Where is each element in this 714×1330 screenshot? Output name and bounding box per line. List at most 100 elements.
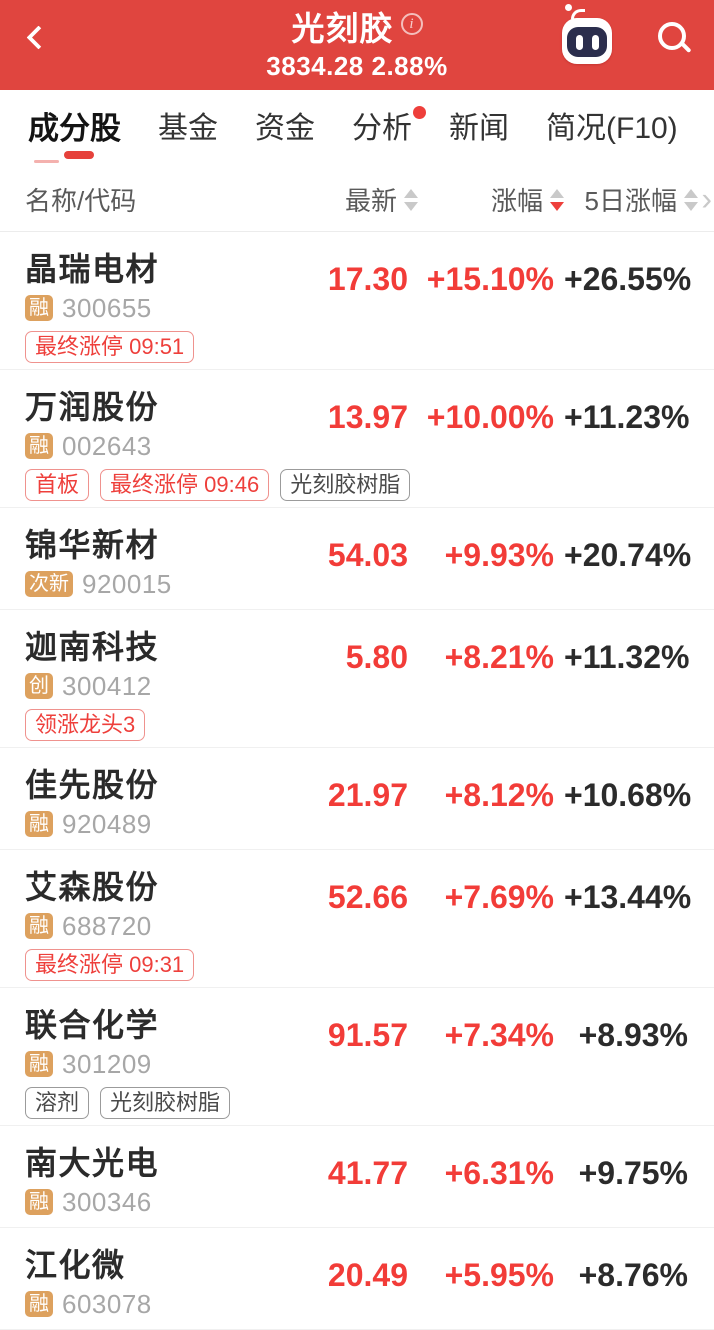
change-value: +8.12% — [444, 777, 554, 813]
stock-name: 南大光电 — [25, 1145, 160, 1181]
column-label: 涨幅 — [490, 186, 543, 216]
stock-tag: 最终涨停 09:46 — [100, 469, 270, 501]
change-value: +8.21% — [444, 639, 554, 675]
column-latest-price[interactable]: 最新 — [306, 181, 418, 218]
tag-list: 最终涨停 09:31 — [25, 949, 698, 981]
stock-tag: 首板 — [25, 469, 90, 501]
price-value: 52.66 — [327, 879, 408, 915]
search-button[interactable] — [658, 22, 686, 50]
stock-code: 002643 — [62, 430, 152, 461]
tab-label: 基金 — [158, 112, 218, 145]
stock-badge: 融 — [25, 1189, 53, 1215]
stock-name: 艾森股份 — [25, 869, 160, 905]
sort-arrows-icon — [684, 188, 698, 211]
change-value: +5.95% — [444, 1257, 554, 1293]
ai-assistant-button[interactable] — [562, 4, 612, 64]
stock-identity: 晶瑞电材 融 300655 — [25, 250, 306, 323]
robot-icon — [562, 4, 612, 64]
column-name-code: 名称/代码 — [25, 186, 137, 216]
stock-code: 603078 — [62, 1288, 152, 1319]
tab-成分股[interactable]: 成分股 — [28, 111, 121, 147]
stock-identity: 迦南科技 创 300412 — [25, 628, 306, 701]
tab-label: 资金 — [255, 112, 315, 145]
tab-indicator-track — [34, 160, 59, 163]
stock-row[interactable]: 联合化学 融 301209 91.57 +7.34% +8.93% 溶剂 光刻胶树… — [0, 988, 714, 1126]
tab-label: 成分股 — [28, 111, 121, 146]
stock-row[interactable]: 锦华新材 次新 920015 54.03 +9.93% +20.74% — [0, 508, 714, 610]
stock-badge: 融 — [25, 811, 53, 837]
stock-row[interactable]: 艾森股份 融 688720 52.66 +7.69% +13.44% 最终涨停 … — [0, 850, 714, 988]
change5d-value: +8.93% — [578, 1017, 688, 1053]
stock-identity: 艾森股份 融 688720 — [25, 868, 306, 941]
change-value: +7.34% — [444, 1017, 554, 1053]
change5d-value: +9.75% — [578, 1155, 688, 1191]
stock-identity: 联合化学 融 301209 — [25, 1006, 306, 1079]
change-value: +6.31% — [444, 1155, 554, 1191]
change5d-value: +26.55% — [564, 261, 692, 297]
stock-badge: 次新 — [25, 571, 73, 597]
active-tab-indicator — [64, 151, 94, 159]
tag-list: 最终涨停 09:51 — [25, 331, 698, 363]
change5d-value: +11.23% — [564, 399, 690, 435]
stock-row[interactable]: 迦南科技 创 300412 5.80 +8.21% +11.32% 领涨龙头3 — [0, 610, 714, 748]
search-icon — [658, 22, 686, 50]
price-value: 41.77 — [327, 1155, 408, 1191]
stock-badge: 融 — [25, 1291, 53, 1317]
more-columns-chevron-icon[interactable]: › — [701, 179, 712, 216]
stock-name: 晶瑞电材 — [25, 251, 160, 287]
price-value: 17.30 — [327, 261, 408, 297]
tab-新闻[interactable]: 新闻 — [449, 111, 509, 147]
price-value: 13.97 — [327, 399, 408, 435]
stock-row[interactable]: 南大光电 融 300346 41.77 +6.31% +9.75% — [0, 1126, 714, 1228]
price-value: 91.57 — [327, 1017, 408, 1053]
stock-badge: 融 — [25, 1051, 53, 1077]
column-label: 最新 — [344, 186, 397, 216]
change-value: +7.69% — [444, 879, 554, 915]
tab-基金[interactable]: 基金 — [158, 111, 218, 147]
column-label: 5日涨幅 — [584, 186, 677, 216]
change5d-value: +20.74% — [564, 537, 692, 573]
stock-code: 688720 — [62, 910, 152, 941]
column-5day-change[interactable]: 5日涨幅 — [564, 181, 698, 218]
robot-face — [567, 27, 607, 57]
price-value: 54.03 — [327, 537, 408, 573]
price-value: 20.49 — [327, 1257, 408, 1293]
stock-row[interactable]: 江化微 融 603078 20.49 +5.95% +8.76% — [0, 1228, 714, 1330]
tab-简况(F10)[interactable]: 简况(F10) — [546, 111, 678, 147]
stock-list: 晶瑞电材 融 300655 17.30 +15.10% +26.55% 最终涨停… — [0, 232, 714, 1330]
stock-identity: 江化微 融 603078 — [25, 1246, 306, 1319]
tab-分析[interactable]: 分析 — [352, 106, 426, 147]
robot-antenna — [571, 9, 585, 19]
header: 光刻胶 i 3834.28 2.88% — [0, 0, 714, 90]
stock-row[interactable]: 佳先股份 融 920489 21.97 +8.12% +10.68% — [0, 748, 714, 850]
stock-name: 锦华新材 — [25, 527, 160, 563]
robot-antenna-dot — [565, 4, 572, 11]
stock-identity: 南大光电 融 300346 — [25, 1144, 306, 1217]
header-title-block: 光刻胶 i 3834.28 2.88% — [0, 10, 714, 82]
stock-name: 迦南科技 — [25, 629, 160, 665]
tab-bar: 成分股 基金 资金 分析 新闻 简况(F10) — [0, 90, 714, 168]
sort-arrows-icon — [404, 188, 418, 211]
index-quote: 3834.28 2.88% — [266, 51, 448, 81]
stock-tag: 最终涨停 09:51 — [25, 331, 195, 363]
price-value: 21.97 — [327, 777, 408, 813]
tab-label: 分析 — [352, 112, 412, 145]
stock-identity: 锦华新材 次新 920015 — [25, 526, 306, 599]
stock-name: 万润股份 — [25, 389, 160, 425]
stock-row[interactable]: 万润股份 融 002643 13.97 +10.00% +11.23% 首板 最终… — [0, 370, 714, 508]
stock-code: 300412 — [62, 670, 152, 701]
tab-red-dot-icon — [413, 106, 426, 119]
tag-list: 首板 最终涨停 09:46 光刻胶树脂 — [25, 469, 698, 501]
stock-badge: 创 — [25, 673, 53, 699]
stock-name: 联合化学 — [25, 1007, 160, 1043]
stock-name: 佳先股份 — [25, 767, 160, 803]
tab-资金[interactable]: 资金 — [255, 111, 315, 147]
stock-code: 300346 — [62, 1186, 152, 1217]
stock-code: 920489 — [62, 808, 152, 839]
change5d-value: +11.32% — [564, 639, 690, 675]
column-change-percent[interactable]: 涨幅 — [418, 181, 564, 218]
info-icon[interactable]: i — [400, 13, 423, 35]
stock-row[interactable]: 晶瑞电材 融 300655 17.30 +15.10% +26.55% 最终涨停… — [0, 232, 714, 370]
change5d-value: +13.44% — [564, 879, 692, 915]
